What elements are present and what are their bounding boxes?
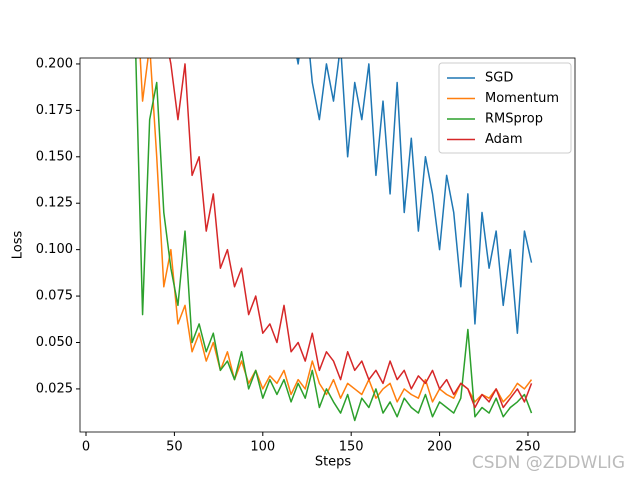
x-tick-label: 0 — [82, 440, 90, 455]
y-tick-label: 0.175 — [36, 103, 73, 118]
x-tick-label: 50 — [166, 440, 183, 455]
watermark: CSDN @ZDDWLIG — [472, 453, 625, 473]
line-series — [168, 58, 533, 409]
line-series — [296, 58, 533, 334]
legend-label: Momentum — [485, 91, 559, 106]
x-tick-label: 200 — [427, 440, 452, 455]
y-tick-label: 0.125 — [36, 196, 73, 211]
x-tick-label: 100 — [250, 440, 275, 455]
legend-label: SGD — [485, 71, 513, 86]
y-tick-label: 0.200 — [36, 56, 73, 71]
x-tick-label: 250 — [516, 440, 541, 455]
x-axis-label: Steps — [315, 455, 352, 470]
y-tick-label: 0.025 — [36, 381, 73, 396]
legend-label: RMSprop — [485, 112, 543, 127]
x-tick-label: 150 — [339, 440, 364, 455]
y-tick-label: 0.075 — [36, 289, 73, 304]
legend-box — [438, 62, 572, 154]
axes-frame — [79, 57, 576, 433]
line-series — [139, 58, 533, 403]
plot-area — [135, 58, 533, 422]
y-tick-label: 0.100 — [36, 242, 73, 257]
line-series — [135, 58, 533, 422]
y-tick-label: 0.050 — [36, 335, 73, 350]
y-tick-label: 0.150 — [36, 149, 73, 164]
legend-label: Adam — [485, 132, 523, 147]
y-axis-label: Loss — [11, 231, 26, 260]
